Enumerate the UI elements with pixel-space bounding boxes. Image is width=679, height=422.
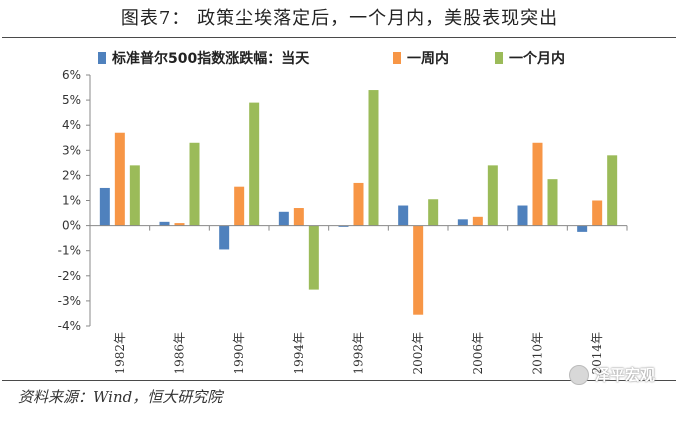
bar-chart: 标准普尔500指数涨跌幅：当天 一周内 一个月内 -4% -3% -2% -1% 0% 1% 2… — [58, 50, 628, 375]
x-tick-label: 2002年 — [411, 332, 425, 375]
bar — [428, 199, 439, 226]
bar — [174, 223, 185, 226]
y-tick-label: -1% — [58, 244, 81, 258]
bar — [398, 205, 409, 226]
bar — [353, 182, 364, 226]
watermark-text: 泽平宏观 — [594, 366, 655, 384]
chart-legend: 标准普尔500指数涨跌幅：当天 一周内 一个月内 — [98, 50, 565, 67]
legend-label: 一个月内 — [509, 50, 565, 67]
y-tick-label: 5% — [62, 93, 81, 107]
bar — [129, 165, 140, 226]
bar — [278, 211, 289, 226]
bar — [338, 225, 349, 227]
bar — [368, 90, 379, 226]
bar — [293, 208, 304, 226]
legend-swatch — [495, 52, 503, 64]
watermark: 泽平宏观 — [568, 364, 655, 385]
bar — [472, 216, 483, 226]
bar — [189, 142, 200, 226]
bar — [159, 221, 170, 226]
bar — [219, 225, 230, 250]
bar — [234, 186, 245, 226]
y-tick-label: 4% — [62, 118, 81, 132]
y-tick-label: 0% — [62, 219, 81, 233]
legend-label: 标准普尔500指数涨跌幅：当天 — [111, 50, 310, 67]
bar — [249, 102, 260, 226]
wechat-icon — [568, 364, 589, 385]
bar-group — [99, 90, 618, 315]
y-tick-label: -4% — [58, 319, 81, 333]
y-tick-label: 1% — [62, 194, 81, 208]
x-axis: 1982年 1986年 1990年 1994年 1998年 2002年 2006年 2010年… — [89, 225, 628, 375]
y-tick-label: 3% — [62, 143, 81, 157]
legend-label: 一周内 — [407, 50, 449, 67]
x-tick-label: 1990年 — [232, 332, 246, 375]
bar — [308, 225, 319, 290]
source-note: 资料来源：Wind，恒大研究院 — [18, 388, 223, 406]
top-rule — [2, 37, 676, 38]
x-tick-label: 1998年 — [352, 332, 366, 375]
bar — [532, 142, 543, 226]
x-tick-label: 2014年 — [590, 332, 604, 375]
legend-swatch — [98, 52, 106, 64]
bar — [577, 225, 588, 232]
bar — [114, 132, 125, 226]
bar — [413, 225, 424, 315]
x-tick-label: 1982年 — [113, 332, 127, 375]
figure-title: 图表7： 政策尘埃落定后，一个月内，美股表现突出 — [120, 8, 559, 29]
y-tick-label: 2% — [62, 168, 81, 182]
bar — [547, 179, 558, 226]
y-tick-label: -3% — [58, 294, 81, 308]
x-tick-label: 1994年 — [292, 332, 306, 375]
bar — [517, 205, 528, 226]
x-tick-label: 2010年 — [531, 332, 545, 375]
legend-swatch — [393, 52, 401, 64]
bar — [487, 165, 498, 226]
bar — [592, 200, 603, 226]
bar — [607, 155, 618, 226]
y-axis: -4% -3% -2% -1% 0% 1% 2% 3% 4% 5% 6% — [58, 68, 91, 333]
bar — [99, 187, 110, 226]
y-tick-label: -2% — [58, 269, 81, 283]
y-tick-label: 6% — [62, 68, 81, 82]
x-tick-label: 1986年 — [173, 332, 187, 375]
bar — [457, 219, 468, 226]
bottom-rule — [2, 380, 676, 381]
x-tick-label: 2006年 — [471, 332, 485, 375]
